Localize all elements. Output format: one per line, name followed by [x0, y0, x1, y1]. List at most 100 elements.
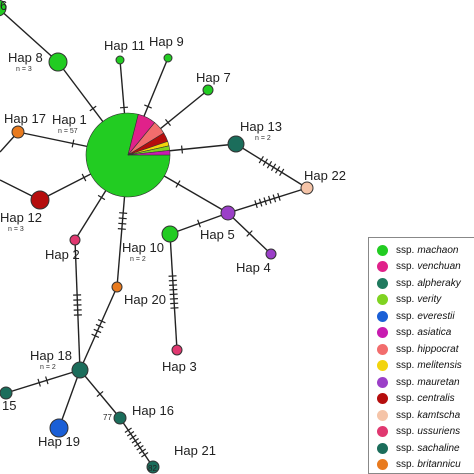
legend-species: machaon	[417, 244, 459, 256]
legend-swatch	[377, 360, 388, 371]
mutation-tick	[197, 219, 201, 228]
label-hap15: 15	[2, 398, 16, 413]
mutation-tick	[258, 155, 264, 164]
n-hap8: n = 3	[16, 66, 32, 73]
legend-item-britannicu: ssp. britannicu	[377, 458, 461, 472]
legend-swatch	[377, 393, 388, 404]
edge-h10-h3	[169, 233, 178, 351]
label-hap20: Hap 20	[124, 292, 166, 307]
legend-label: ssp. mauretan	[396, 377, 460, 388]
legend-species: melitensis	[417, 360, 462, 371]
legend-item-melitensis: ssp. melitensis	[377, 359, 462, 373]
label-hap22: Hap 22	[304, 168, 346, 183]
edge-h20-h18	[79, 286, 118, 371]
mutation-tick	[118, 217, 127, 220]
legend-prefix: ssp.	[396, 310, 415, 322]
legend: ssp. machaon ssp. venchuan ssp. alpheraky ssp.…	[368, 237, 474, 474]
legend-prefix: ssp.	[396, 376, 415, 388]
legend-label: ssp. sachaline	[396, 443, 460, 454]
num-82: 82	[148, 464, 157, 473]
legend-swatch	[377, 261, 388, 272]
legend-prefix: ssp.	[396, 294, 415, 305]
legend-item-alpheraky: ssp. alpheraky	[377, 276, 461, 290]
node-h13	[227, 135, 245, 153]
n-hap10: n = 2	[130, 256, 146, 263]
mutation-tick	[272, 194, 277, 203]
legend-prefix: ssp.	[396, 327, 415, 338]
legend-label: ssp. kamtscha	[396, 410, 460, 421]
legend-species: verity	[417, 294, 442, 305]
num-6: 6	[0, 0, 7, 13]
mutation-tick	[246, 230, 253, 237]
edge-h16-h19	[119, 417, 154, 468]
label-hap16: Hap 16	[132, 403, 174, 418]
legend-label: ssp. hippocrat	[396, 344, 458, 355]
label-hap11: Hap 11	[104, 38, 145, 53]
mutation-tick	[136, 445, 144, 451]
node-h5	[220, 205, 236, 221]
mutation-tick	[279, 168, 285, 177]
mutation-tick	[37, 378, 41, 387]
legend-species: sachaline	[417, 442, 460, 454]
n-hap12: n = 3	[8, 226, 24, 233]
edge-h18-h15	[5, 369, 81, 394]
label-hap3: Hap 3	[162, 359, 197, 374]
mutation-tick	[129, 434, 137, 440]
node-h17	[11, 125, 25, 139]
legend-item-sachaline: ssp. sachaline	[377, 441, 460, 455]
legend-item-ussuriens: ssp. ussuriens	[377, 425, 460, 439]
node-h10	[161, 225, 179, 243]
mutation-tick	[119, 212, 128, 214]
hap1-slice-machaon	[85, 112, 171, 198]
mutation-tick	[124, 427, 132, 433]
node-h19	[146, 460, 160, 474]
node-h3	[171, 344, 183, 356]
label-hap12: Hap 12	[0, 210, 42, 225]
mutation-tick	[118, 222, 127, 225]
mutation-tick	[144, 104, 152, 109]
mutation-tick	[134, 441, 142, 447]
legend-label: ssp. machaon	[396, 245, 458, 256]
legend-swatch	[377, 376, 388, 388]
label-hap1: Hap 1	[52, 112, 87, 127]
legend-prefix: ssp.	[396, 360, 415, 371]
mutation-tick	[141, 452, 149, 458]
mutation-tick	[268, 195, 272, 204]
legend-item-asiatica: ssp. asiatica	[377, 326, 451, 340]
mutation-tick	[97, 319, 106, 324]
node-h6	[0, 0, 7, 17]
legend-prefix: ssp.	[396, 442, 415, 454]
node-h8	[48, 52, 68, 72]
mutation-tick	[117, 228, 126, 230]
node-h4	[265, 248, 277, 260]
mutation-tick	[258, 198, 263, 207]
mutation-tick	[275, 166, 281, 174]
legend-prefix: ssp.	[396, 343, 415, 355]
label-hap17: Hap 17	[4, 111, 46, 126]
node-h12	[30, 190, 50, 210]
label-hap21: Hap 19	[38, 434, 80, 449]
mutation-tick	[71, 139, 75, 148]
legend-label: ssp. alpheraky	[396, 278, 461, 289]
label-hap19: Hap 21	[174, 443, 216, 458]
legend-label: ssp. ussuriens	[396, 426, 460, 437]
n-hap13: n = 2	[255, 135, 271, 142]
legend-swatch	[377, 426, 388, 437]
mutation-tick	[270, 163, 277, 171]
legend-label: ssp. venchuan	[396, 261, 461, 272]
legend-species: kamtscha	[417, 409, 461, 421]
node-h11	[115, 55, 125, 65]
mutation-tick	[119, 106, 129, 109]
legend-item-kamtscha: ssp. kamtscha	[377, 408, 460, 422]
hap1-slice-asiatica	[127, 150, 171, 156]
legend-item-mauretan: ssp. mauretan	[377, 375, 460, 389]
legend-label: ssp. centralis	[396, 393, 455, 404]
node-h20	[111, 281, 123, 293]
legend-swatch	[377, 244, 388, 256]
mutation-tick	[165, 119, 171, 126]
legend-swatch	[377, 343, 388, 355]
label-hap4: Hap 4	[236, 260, 271, 275]
mutation-tick	[89, 105, 97, 112]
legend-swatch	[377, 327, 388, 338]
